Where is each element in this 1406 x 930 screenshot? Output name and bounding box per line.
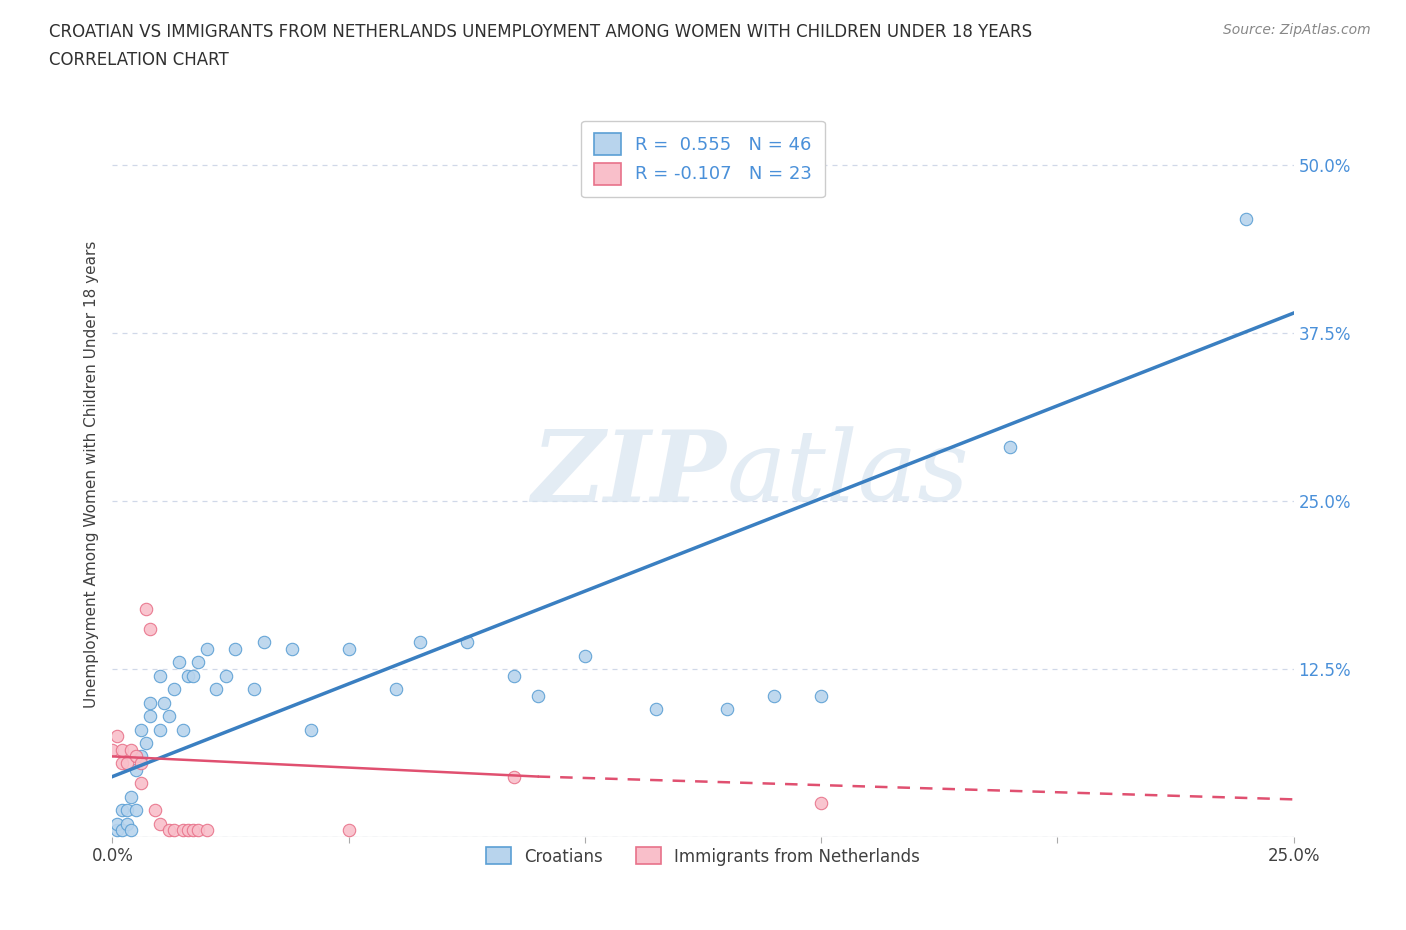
Point	[172, 823, 194, 838]
Point	[115, 817, 138, 831]
Point	[167, 655, 190, 670]
Point	[998, 440, 1021, 455]
Point	[716, 702, 738, 717]
Point	[111, 823, 134, 838]
Point	[120, 790, 142, 804]
Point	[810, 688, 832, 703]
Point	[243, 682, 266, 697]
Point	[157, 709, 180, 724]
Point	[120, 742, 142, 757]
Point	[135, 601, 157, 616]
Point	[135, 736, 157, 751]
Point	[139, 621, 162, 636]
Point	[149, 669, 172, 684]
Point	[195, 823, 218, 838]
Point	[337, 642, 360, 657]
Point	[149, 722, 172, 737]
Point	[224, 642, 246, 657]
Point	[810, 796, 832, 811]
Point	[456, 635, 478, 650]
Point	[526, 688, 548, 703]
Point	[115, 756, 138, 771]
Point	[205, 682, 228, 697]
Point	[762, 688, 785, 703]
Point	[125, 763, 148, 777]
Point	[115, 803, 138, 817]
Point	[177, 669, 200, 684]
Point	[105, 817, 128, 831]
Point	[111, 756, 134, 771]
Point	[177, 823, 200, 838]
Point	[101, 742, 124, 757]
Point	[644, 702, 666, 717]
Point	[129, 749, 152, 764]
Point	[385, 682, 408, 697]
Point	[337, 823, 360, 838]
Point	[1234, 212, 1257, 227]
Point	[105, 823, 128, 838]
Text: Source: ZipAtlas.com: Source: ZipAtlas.com	[1223, 23, 1371, 37]
Point	[408, 635, 430, 650]
Text: ZIP: ZIP	[531, 426, 727, 523]
Point	[299, 722, 322, 737]
Point	[153, 696, 176, 711]
Legend: Croatians, Immigrants from Netherlands: Croatians, Immigrants from Netherlands	[479, 841, 927, 872]
Point	[157, 823, 180, 838]
Text: atlas: atlas	[727, 427, 969, 522]
Point	[281, 642, 304, 657]
Point	[215, 669, 238, 684]
Y-axis label: Unemployment Among Women with Children Under 18 years: Unemployment Among Women with Children U…	[84, 241, 100, 708]
Text: CROATIAN VS IMMIGRANTS FROM NETHERLANDS UNEMPLOYMENT AMONG WOMEN WITH CHILDREN U: CROATIAN VS IMMIGRANTS FROM NETHERLANDS …	[49, 23, 1032, 41]
Point	[186, 655, 208, 670]
Point	[186, 823, 208, 838]
Text: CORRELATION CHART: CORRELATION CHART	[49, 51, 229, 69]
Point	[163, 823, 186, 838]
Point	[574, 648, 596, 663]
Point	[195, 642, 218, 657]
Point	[111, 803, 134, 817]
Point	[253, 635, 276, 650]
Point	[129, 776, 152, 790]
Point	[149, 817, 172, 831]
Point	[181, 823, 204, 838]
Point	[129, 722, 152, 737]
Point	[105, 729, 128, 744]
Point	[503, 769, 526, 784]
Point	[163, 682, 186, 697]
Point	[111, 742, 134, 757]
Point	[181, 669, 204, 684]
Point	[125, 803, 148, 817]
Point	[503, 669, 526, 684]
Point	[129, 756, 152, 771]
Point	[139, 696, 162, 711]
Point	[139, 709, 162, 724]
Point	[172, 722, 194, 737]
Point	[125, 749, 148, 764]
Point	[120, 823, 142, 838]
Point	[143, 803, 166, 817]
